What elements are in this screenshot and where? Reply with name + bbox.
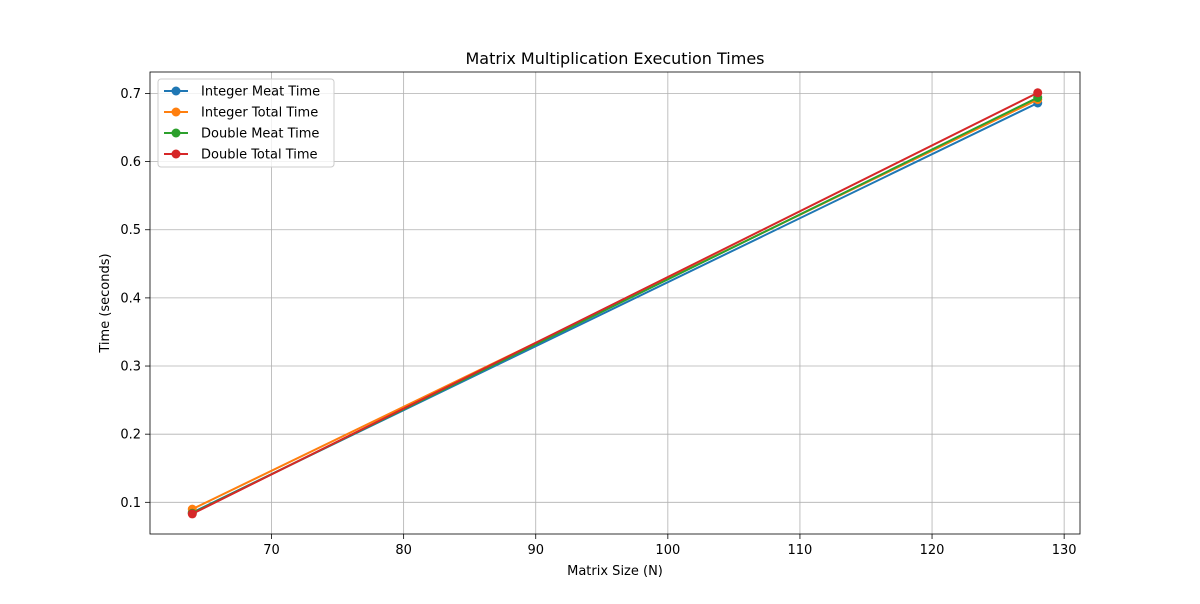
y-tick-label: 0.2 [120, 428, 141, 443]
legend-marker [171, 149, 181, 159]
series-double-total-time [187, 88, 1043, 519]
plot-frame [149, 71, 1081, 535]
legend-entries: Integer Meat Time Integer Total Time Doubl… [164, 85, 320, 163]
legend-label: Integer Total Time [201, 106, 318, 121]
legend-entry: Double Total Time [164, 148, 318, 163]
y-axis-ticks: 0.1 0.2 0.3 0.4 0.5 0.6 0.7 [120, 87, 150, 511]
y-tick-label: 0.5 [120, 223, 141, 238]
legend-entry: Double Meat Time [164, 127, 319, 142]
x-tick-label: 120 [920, 543, 945, 558]
legend-entry: Integer Meat Time [164, 85, 320, 100]
legend-label: Double Meat Time [201, 127, 319, 142]
legend: Integer Meat Time Integer Total Time Doubl… [157, 78, 335, 168]
x-tick-label: 100 [655, 543, 680, 558]
legend-marker [171, 107, 181, 117]
legend-frame [157, 78, 335, 168]
x-tick-label: 70 [263, 543, 280, 558]
chart-title: Matrix Multiplication Execution Times [465, 49, 764, 68]
y-tick-label: 0.7 [120, 87, 141, 102]
x-axis-ticks: 70 80 90 100 110 120 130 [263, 534, 1077, 558]
series-line [191, 91, 1039, 515]
data-point [1033, 88, 1043, 98]
x-tick-label: 130 [1052, 543, 1077, 558]
legend-marker [171, 128, 181, 138]
data-point [187, 509, 197, 519]
y-tick-label: 0.6 [120, 155, 141, 170]
legend-marker [171, 86, 181, 96]
legend-entry: Integer Total Time [164, 106, 318, 121]
x-axis-label: Matrix Size (N) [567, 564, 663, 579]
y-tick-label: 0.4 [120, 291, 141, 306]
y-axis-label: Time (seconds) [98, 253, 113, 353]
legend-label: Integer Meat Time [201, 85, 320, 100]
series-lines [187, 88, 1043, 519]
y-tick-label: 0.1 [120, 496, 141, 511]
x-tick-label: 110 [788, 543, 813, 558]
x-tick-label: 80 [395, 543, 412, 558]
y-tick-label: 0.3 [120, 360, 141, 375]
x-tick-label: 90 [527, 543, 544, 558]
legend-label: Double Total Time [201, 148, 318, 163]
